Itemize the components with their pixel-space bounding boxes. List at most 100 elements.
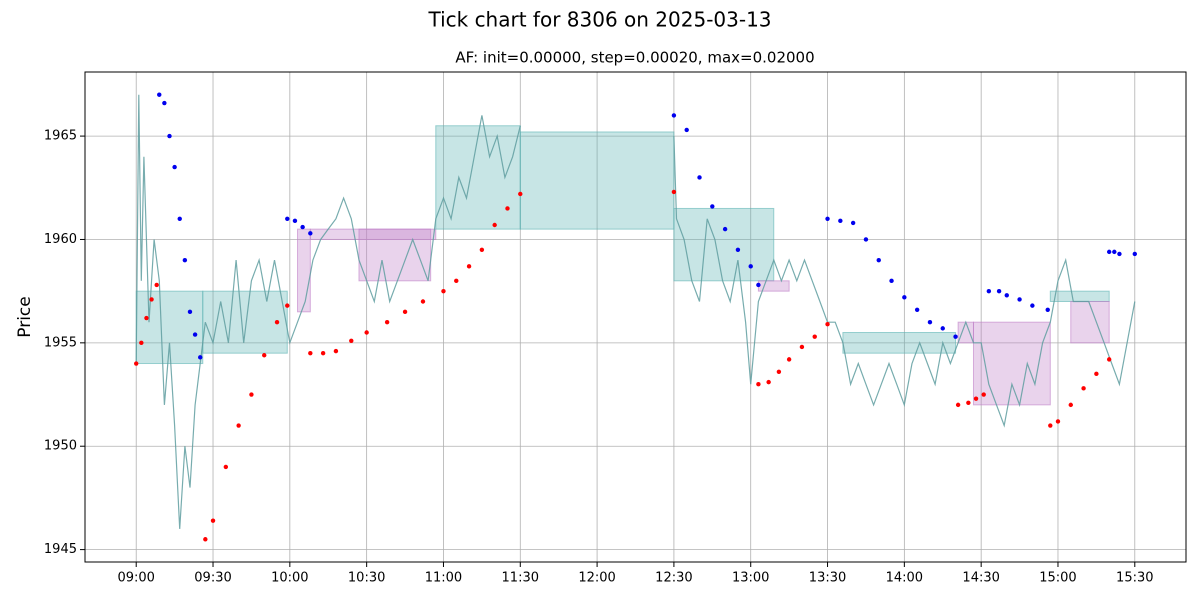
sar-point xyxy=(966,400,971,406)
sar-point xyxy=(684,127,689,133)
sar-point xyxy=(735,247,741,253)
plot-area: 09:00 09:30 10:00 10:30 11:00 11:30 12:00 12:30… xyxy=(44,72,1186,586)
sar-point xyxy=(825,322,830,327)
sar-point xyxy=(402,309,408,315)
trend-region xyxy=(358,228,432,282)
sar-point xyxy=(799,344,805,350)
sar-point xyxy=(320,350,326,356)
sar-point xyxy=(300,224,305,230)
sar-point xyxy=(492,222,497,228)
x-tick-label: 09:00 xyxy=(117,571,154,586)
x-tick-label: 12:00 xyxy=(578,571,615,586)
trend-region xyxy=(842,332,957,354)
sar-point xyxy=(850,220,856,226)
sar-point xyxy=(876,257,881,263)
sar-point xyxy=(505,206,510,211)
sar-point xyxy=(154,282,159,288)
sar-point xyxy=(157,92,162,97)
sar-point xyxy=(1068,402,1073,408)
sar-point xyxy=(812,334,817,339)
x-tick-label: 14:00 xyxy=(886,571,923,586)
x-tick-label: 10:00 xyxy=(271,571,308,586)
sar-point xyxy=(671,189,677,195)
sar-point xyxy=(518,191,523,197)
x-tick-label: 14:30 xyxy=(962,571,999,586)
x-tick-label: 10:30 xyxy=(348,571,385,586)
sar-point xyxy=(139,340,144,346)
sar-point xyxy=(187,309,193,315)
sar-point xyxy=(210,518,216,523)
sar-point xyxy=(955,402,961,408)
sar-point xyxy=(1117,251,1122,257)
sar-point xyxy=(1045,307,1050,312)
sar-point xyxy=(1055,419,1061,424)
sar-point xyxy=(308,350,313,356)
x-tick-label: 11:00 xyxy=(425,571,462,586)
sar-point xyxy=(1030,303,1035,308)
chart-subtitle: AF: init=0.00000, step=0.00020, max=0.02… xyxy=(455,49,814,67)
sar-point xyxy=(697,175,702,180)
trend-region xyxy=(1070,300,1110,344)
sar-point xyxy=(364,330,369,335)
sar-point xyxy=(1094,371,1099,377)
sar-point xyxy=(177,216,182,221)
sar-point xyxy=(889,278,894,284)
sar-point xyxy=(479,247,485,253)
sar-point xyxy=(134,361,139,366)
y-tick-label: 1950 xyxy=(44,439,77,454)
trend-region xyxy=(297,228,311,313)
trend-region xyxy=(957,321,974,344)
x-tick-label: 13:00 xyxy=(732,571,769,586)
sar-point xyxy=(420,299,426,304)
sar-point xyxy=(953,334,958,339)
sar-point xyxy=(162,100,167,106)
trend-region xyxy=(202,290,288,354)
sar-point xyxy=(236,423,241,428)
sar-point xyxy=(292,218,298,224)
sar-point xyxy=(308,231,313,236)
sar-point xyxy=(863,237,869,242)
trend-region xyxy=(972,321,1051,406)
sar-point xyxy=(927,319,933,325)
sar-point xyxy=(766,379,771,385)
sar-point xyxy=(1106,249,1112,255)
x-tick-label: 13:30 xyxy=(809,571,846,586)
sar-point xyxy=(223,464,229,470)
sar-point xyxy=(776,369,782,374)
y-tick-label: 1945 xyxy=(44,542,77,557)
sar-point xyxy=(274,319,280,325)
sar-point xyxy=(1081,386,1086,391)
price-line xyxy=(135,94,1136,529)
sar-point xyxy=(973,396,979,401)
sar-point xyxy=(466,264,472,269)
sar-point xyxy=(249,392,254,397)
trend-region xyxy=(435,125,521,230)
sar-point xyxy=(671,113,677,118)
trend-region xyxy=(519,131,675,230)
sar-point xyxy=(149,297,154,302)
sar-point xyxy=(748,264,753,269)
sar-point xyxy=(349,338,354,343)
sar-point xyxy=(384,319,390,325)
sar-point xyxy=(454,278,459,284)
sar-point xyxy=(722,226,728,232)
sar-point xyxy=(710,204,715,209)
sar-point xyxy=(285,303,290,308)
y-axis-label: Price xyxy=(15,296,35,337)
sar-point xyxy=(986,288,992,294)
x-tick-label: 11:30 xyxy=(502,571,539,586)
sar-point xyxy=(441,288,446,294)
sar-point xyxy=(756,282,761,288)
sar-point xyxy=(1132,251,1137,257)
trend-region xyxy=(1049,290,1110,302)
sar-point xyxy=(914,307,920,312)
y-tick-label: 1965 xyxy=(44,129,77,144)
sar-point xyxy=(825,216,830,221)
x-tick-label: 15:30 xyxy=(1116,571,1153,586)
sar-point xyxy=(1017,297,1022,302)
sar-point xyxy=(262,353,267,358)
sar-point xyxy=(1106,357,1112,362)
x-tick-label: 09:30 xyxy=(194,571,231,586)
